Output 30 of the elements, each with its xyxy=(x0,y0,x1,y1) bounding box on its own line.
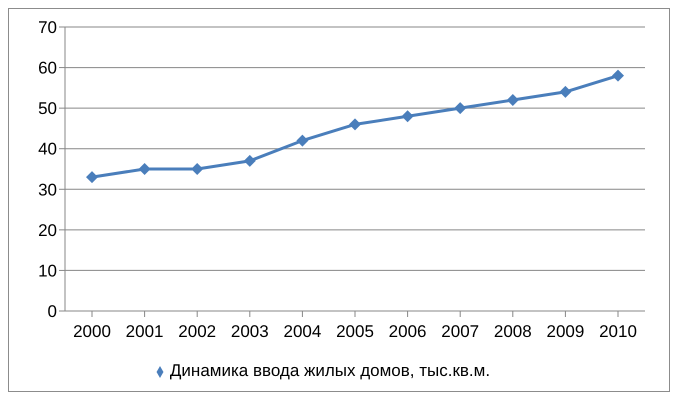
x-tick-label: 2010 xyxy=(599,322,637,342)
x-tick-label: 2007 xyxy=(441,322,480,342)
x-tick-label: 2005 xyxy=(336,322,374,342)
point xyxy=(559,86,572,98)
point xyxy=(86,171,98,184)
point xyxy=(402,110,414,122)
x-tick-label: 2008 xyxy=(494,322,532,342)
legend-label: Динамика ввода жилых домов, тыс.кв.м. xyxy=(170,361,490,380)
y-tick-label: 0 xyxy=(48,302,57,322)
point xyxy=(191,163,204,175)
point xyxy=(296,134,308,147)
point xyxy=(612,70,624,82)
x-tick-label: 2001 xyxy=(126,322,164,342)
point xyxy=(349,118,361,130)
x-tick-label: 2004 xyxy=(283,322,322,342)
y-tick-label: 60 xyxy=(38,58,57,78)
y-tick-label: 20 xyxy=(38,220,57,240)
x-tick-label: 2006 xyxy=(388,322,427,342)
x-tick-label: 2002 xyxy=(178,322,216,342)
x-tick-label: 2000 xyxy=(73,322,111,342)
y-tick-label: 10 xyxy=(38,261,57,280)
y-tick-label: 30 xyxy=(38,180,57,200)
point xyxy=(244,154,256,167)
point xyxy=(506,94,519,106)
y-tick-label: 70 xyxy=(38,18,57,38)
x-tick-label: 2009 xyxy=(546,322,584,342)
y-tick-label: 40 xyxy=(38,140,57,159)
point xyxy=(454,102,466,114)
y-tick-label: 50 xyxy=(38,99,57,118)
x-tick-label: 2003 xyxy=(230,322,269,342)
